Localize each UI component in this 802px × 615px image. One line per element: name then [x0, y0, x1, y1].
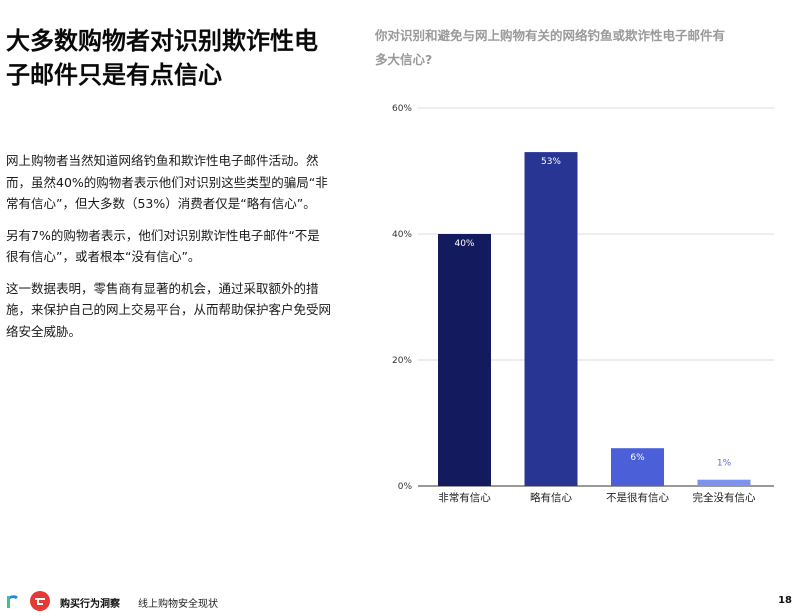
bar — [697, 479, 751, 486]
data-label: 6% — [630, 453, 645, 463]
bar-chart: 0% 20% 40% 60% 40% 非常有信心 53% 略有信心 6% 不是很有信心 1% 完全没有… — [392, 104, 774, 504]
bar — [611, 448, 664, 486]
footer-subtitle: 线上购物安全现状 — [138, 599, 218, 610]
category-label: 略有信心 — [530, 491, 572, 504]
paragraph-2: 另有7%的购物者表示，他们对识别欺诈性电子邮件“不是很有信心”，或者根本“没有信… — [6, 227, 320, 265]
brand-mark-icon — [7, 595, 18, 608]
bar — [438, 234, 491, 486]
category-label: 不是很有信心 — [606, 491, 669, 504]
data-label: 1% — [717, 459, 732, 469]
paragraph-3: 这一数据表明，零售商有显著的机会，通过采取额外的措施，来保护自己的网上交易平台，… — [6, 280, 332, 339]
company-logo-icon — [30, 591, 50, 611]
y-tick-label: 60% — [392, 104, 412, 114]
y-tick-label: 20% — [392, 356, 412, 366]
category-label: 非常有信心 — [438, 491, 491, 504]
bar — [524, 152, 578, 486]
body-text: 网上购物者当然知道网络钓鱼和欺诈性电子邮件活动。然而，虽然40%的购物者表示他们… — [6, 150, 331, 352]
page-number: 18 — [778, 595, 792, 606]
y-tick-label: 40% — [392, 230, 412, 240]
footer-brand: 购买行为洞察 — [60, 599, 120, 610]
y-tick-label: 0% — [398, 482, 413, 492]
category-label: 完全没有信心 — [693, 491, 756, 504]
chart-question: 你对识别和避免与网上购物有关的网络钓鱼或欺诈性电子邮件有多大信心? — [375, 28, 726, 67]
paragraph-1: 网上购物者当然知道网络钓鱼和欺诈性电子邮件活动。然而，虽然40%的购物者表示他们… — [6, 153, 328, 211]
data-label: 53% — [541, 157, 561, 167]
data-label: 40% — [454, 239, 474, 249]
footer: 购买行为洞察 线上购物安全现状 18 — [0, 588, 802, 615]
page-title: 大多数购物者对识别欺诈性电子邮件只是有点信心 — [6, 27, 318, 89]
